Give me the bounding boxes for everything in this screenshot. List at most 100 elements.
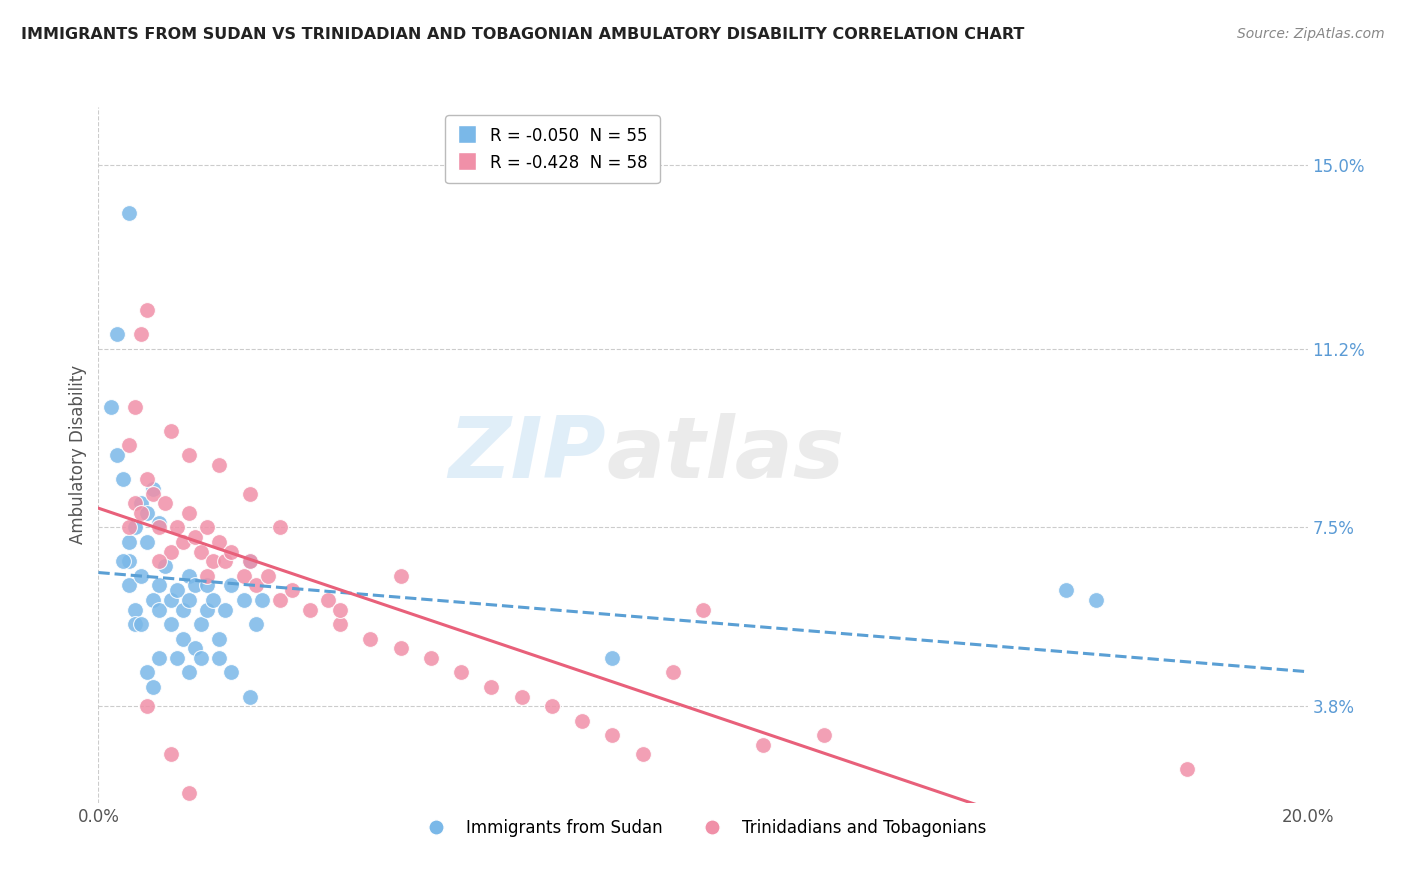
Point: [299, 602, 322, 616]
Point: [692, 602, 714, 616]
Point: [256, 568, 278, 582]
Point: [124, 617, 146, 632]
Point: [221, 544, 243, 558]
Point: [214, 554, 236, 568]
Point: [232, 568, 254, 582]
Point: [329, 617, 352, 632]
Point: [208, 458, 231, 472]
Point: [245, 617, 267, 632]
Point: [160, 544, 183, 558]
Point: [124, 602, 146, 616]
Point: [190, 651, 212, 665]
Point: [571, 714, 593, 728]
Point: [239, 690, 262, 704]
Point: [124, 496, 146, 510]
Point: [118, 438, 141, 452]
Point: [160, 592, 183, 607]
Point: [481, 680, 503, 694]
Point: [153, 559, 176, 574]
Point: [269, 520, 291, 534]
Text: Source: ZipAtlas.com: Source: ZipAtlas.com: [1237, 27, 1385, 41]
Point: [148, 554, 170, 568]
Point: [602, 651, 624, 665]
Point: [316, 592, 339, 607]
Point: [160, 747, 183, 762]
Point: [752, 738, 775, 752]
Point: [179, 506, 201, 520]
Point: [179, 448, 201, 462]
Point: [135, 665, 157, 680]
Point: [118, 206, 141, 220]
Point: [148, 651, 170, 665]
Point: [221, 578, 243, 592]
Point: [142, 482, 165, 496]
Text: ZIP: ZIP: [449, 413, 606, 497]
Point: [195, 602, 218, 616]
Point: [129, 496, 152, 510]
Point: [118, 578, 141, 592]
Point: [813, 728, 835, 742]
Point: [142, 486, 165, 500]
Point: [105, 327, 128, 342]
Point: [172, 632, 194, 646]
Point: [135, 506, 157, 520]
Point: [148, 602, 170, 616]
Point: [269, 592, 291, 607]
Point: [135, 699, 157, 714]
Point: [190, 544, 212, 558]
Point: [142, 592, 165, 607]
Point: [250, 592, 273, 607]
Point: [184, 530, 207, 544]
Point: [184, 641, 207, 656]
Point: [129, 327, 152, 342]
Point: [179, 786, 201, 800]
Point: [111, 472, 134, 486]
Point: [142, 680, 165, 694]
Point: [129, 506, 152, 520]
Point: [239, 554, 262, 568]
Point: [195, 578, 218, 592]
Point: [281, 583, 304, 598]
Point: [195, 520, 218, 534]
Point: [118, 520, 141, 534]
Text: atlas: atlas: [606, 413, 845, 497]
Point: [124, 520, 146, 534]
Point: [148, 520, 170, 534]
Point: [1085, 592, 1108, 607]
Point: [124, 400, 146, 414]
Point: [190, 617, 212, 632]
Point: [160, 617, 183, 632]
Point: [118, 535, 141, 549]
Point: [602, 728, 624, 742]
Point: [329, 602, 352, 616]
Point: [389, 568, 412, 582]
Point: [195, 568, 218, 582]
Point: [208, 651, 231, 665]
Point: [245, 578, 267, 592]
Point: [129, 568, 152, 582]
Text: IMMIGRANTS FROM SUDAN VS TRINIDADIAN AND TOBAGONIAN AMBULATORY DISABILITY CORREL: IMMIGRANTS FROM SUDAN VS TRINIDADIAN AND…: [21, 27, 1025, 42]
Point: [153, 496, 176, 510]
Point: [179, 665, 201, 680]
Point: [118, 554, 141, 568]
Point: [202, 554, 225, 568]
Point: [214, 602, 236, 616]
Point: [179, 592, 201, 607]
Point: [166, 520, 188, 534]
Point: [135, 302, 157, 317]
Point: [450, 665, 472, 680]
Point: [239, 554, 262, 568]
Point: [239, 486, 262, 500]
Point: [172, 535, 194, 549]
Point: [172, 602, 194, 616]
Point: [184, 578, 207, 592]
Point: [360, 632, 382, 646]
Point: [129, 617, 152, 632]
Point: [631, 747, 654, 762]
Point: [135, 535, 157, 549]
Point: [510, 690, 533, 704]
Point: [179, 568, 201, 582]
Y-axis label: Ambulatory Disability: Ambulatory Disability: [69, 366, 87, 544]
Legend: Immigrants from Sudan, Trinidadians and Tobagonians: Immigrants from Sudan, Trinidadians and …: [412, 812, 994, 843]
Point: [232, 592, 254, 607]
